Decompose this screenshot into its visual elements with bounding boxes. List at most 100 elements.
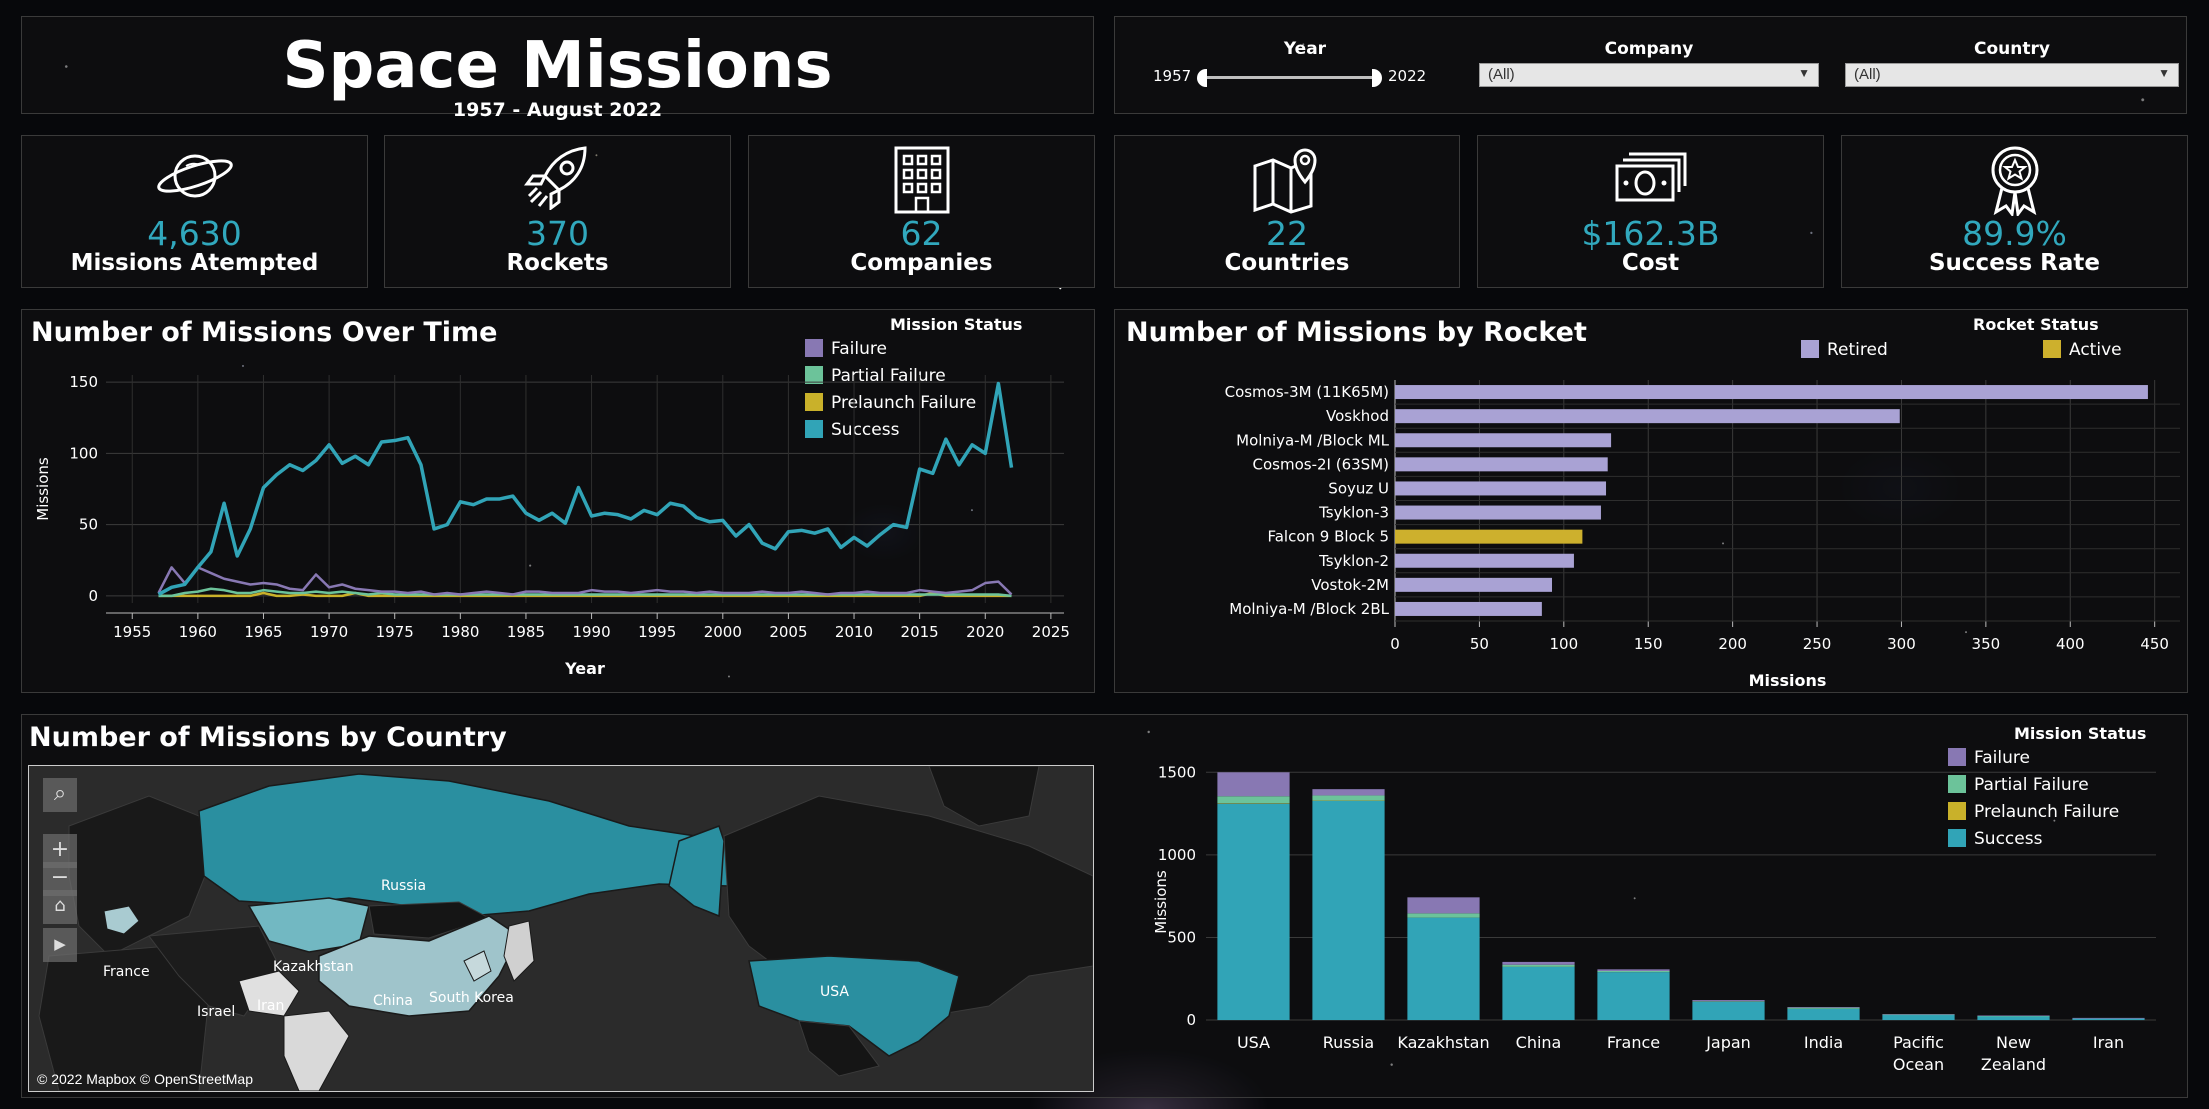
map-home-button[interactable]: ⌂ [43, 890, 77, 924]
chevron-down-icon: ▼ [2158, 66, 2170, 80]
country-map[interactable]: Russia Kazakhstan France China South Kor… [28, 765, 1094, 1092]
home-icon: ⌂ [54, 895, 66, 916]
legend-item-prelaunch-failure[interactable]: Prelaunch Failure [805, 393, 976, 413]
bar [1395, 553, 1574, 568]
x-tick-label: 1995 [638, 623, 676, 641]
x-tick-label: 250 [1803, 635, 1832, 653]
y-axis-label: Missions [1152, 870, 1170, 934]
y-tick-label: Voskhod [1326, 407, 1389, 425]
y-tick-label: 500 [1167, 928, 1196, 946]
map-land-china [318, 915, 520, 1017]
legend-swatch [805, 393, 823, 411]
x-tick-label: Pacific [1893, 1033, 1944, 1052]
legend-title: Mission Status [890, 315, 1023, 334]
kpi-card-rockets: 370 Rockets [384, 135, 731, 288]
legend-item-retired[interactable]: Retired [1801, 340, 1888, 360]
legend-swatch [1948, 829, 1966, 847]
country-filter-label: Country [1974, 39, 2050, 59]
bar-segment [1787, 1008, 1860, 1021]
y-tick-label: 0 [1186, 1011, 1196, 1029]
series-line-failure [157, 566, 1013, 596]
bar-segment [1502, 961, 1575, 965]
legend-item-partial-failure[interactable]: Partial Failure [805, 366, 946, 386]
map-label-usa: USA [820, 984, 849, 1000]
bar-segment [1407, 917, 1480, 1021]
year-slider-max-handle[interactable] [1372, 69, 1382, 87]
x-tick-label: France [1607, 1033, 1660, 1052]
legend-label: Active [2069, 340, 2122, 360]
bar [1395, 505, 1601, 520]
bar-segment [1312, 795, 1385, 801]
kpi-value: 370 [526, 214, 589, 253]
year-slider-min-handle[interactable] [1197, 69, 1207, 87]
bar-segment [1692, 1000, 1765, 1002]
map-expand-button[interactable]: ▶ [43, 928, 77, 962]
legend-item-failure[interactable]: Failure [805, 339, 887, 359]
legend-item-success[interactable]: Success [1948, 829, 2042, 849]
year-slider[interactable] [1197, 69, 1382, 87]
country-dropdown[interactable]: (All) ▼ [1845, 63, 2179, 87]
building-icon [894, 146, 949, 214]
legend-label: Failure [1974, 748, 2030, 768]
x-tick-label: 2020 [966, 623, 1004, 641]
x-tick-label: Zealand [1981, 1055, 2046, 1074]
bar-segment [1312, 800, 1385, 801]
missions-by-country-panel: Number of Missions by Country Russia Kaz… [21, 714, 2188, 1098]
legend-swatch [1801, 340, 1819, 358]
x-tick-label: 400 [2056, 635, 2085, 653]
bar-segment [1217, 796, 1290, 804]
kpi-label: Rockets [506, 250, 609, 276]
legend-item-active[interactable]: Active [2043, 340, 2122, 360]
x-tick-label: 2005 [769, 623, 807, 641]
legend-item-success[interactable]: Success [805, 420, 899, 440]
legend-label: Success [831, 420, 900, 440]
map-label-iran: Iran [257, 998, 285, 1014]
legend-item-partial-failure[interactable]: Partial Failure [1948, 775, 2089, 795]
legend-swatch [805, 420, 823, 438]
x-tick-label: 1975 [376, 623, 414, 641]
planet-icon [156, 154, 233, 198]
map-label-kazakhstan: Kazakhstan [273, 959, 354, 975]
map-land-russia [198, 773, 751, 917]
x-tick-label: 450 [2140, 635, 2169, 653]
legend-label: Prelaunch Failure [1974, 802, 2120, 822]
kpi-value: 4,630 [147, 214, 242, 253]
legend-label: Success [1974, 829, 2043, 849]
map-label-france: France [103, 964, 150, 980]
x-tick-label: 2015 [901, 623, 939, 641]
legend-item-failure[interactable]: Failure [1948, 748, 2030, 768]
x-tick-label: Japan [1705, 1033, 1751, 1052]
bar-segment [1692, 1001, 1765, 1002]
legend-swatch [1948, 748, 1966, 766]
bar-segment [1217, 803, 1290, 804]
x-tick-label: 2010 [835, 623, 873, 641]
legend-item-prelaunch-failure[interactable]: Prelaunch Failure [1948, 802, 2119, 822]
x-tick-label: 100 [1549, 635, 1578, 653]
y-tick-label: Molniya-M /Block 2BL [1229, 600, 1389, 618]
kpi-label: Success Rate [1928, 250, 2101, 276]
map-land-alaska [668, 825, 725, 918]
legend-label: Partial Failure [831, 366, 946, 386]
map-shapes [38, 766, 1093, 1091]
chart-title: Number of Missions by Rocket [1126, 317, 1587, 348]
map-search-button[interactable]: ⌕ [43, 778, 77, 812]
bar [1395, 457, 1608, 472]
page-subtitle: 1957 - August 2022 [452, 99, 663, 121]
country-dropdown-value: (All) [1854, 66, 1881, 83]
company-dropdown[interactable]: (All) ▼ [1479, 63, 1819, 87]
map-zoom-out-button[interactable]: − [43, 862, 77, 896]
bar-segment [1977, 1015, 2050, 1016]
x-axis-label: Missions [1749, 671, 1827, 690]
company-filter-label: Company [1604, 39, 1694, 59]
y-tick-label: Tsyklon-3 [1318, 504, 1389, 522]
rocket-bar-chart: 0 50 100 150 200 250 300 350 400 450 Cosmos-3M (11… [1225, 380, 2180, 690]
map-land-iran [238, 970, 300, 1017]
map-label-china: China [373, 993, 413, 1009]
bar-segment [1597, 972, 1670, 1021]
x-tick-label: Iran [2093, 1033, 2124, 1052]
line-chart: 0 50 100 150 1955 1960 1965 1970 1975 1980 1985 199… [34, 373, 1070, 678]
missions-by-rocket-panel: Number of Missions by Rocket Rocket Stat… [1114, 309, 2188, 693]
kpi-label: Countries [1224, 250, 1350, 276]
money-icon [1615, 152, 1686, 202]
map-land-mexico [798, 1020, 880, 1077]
